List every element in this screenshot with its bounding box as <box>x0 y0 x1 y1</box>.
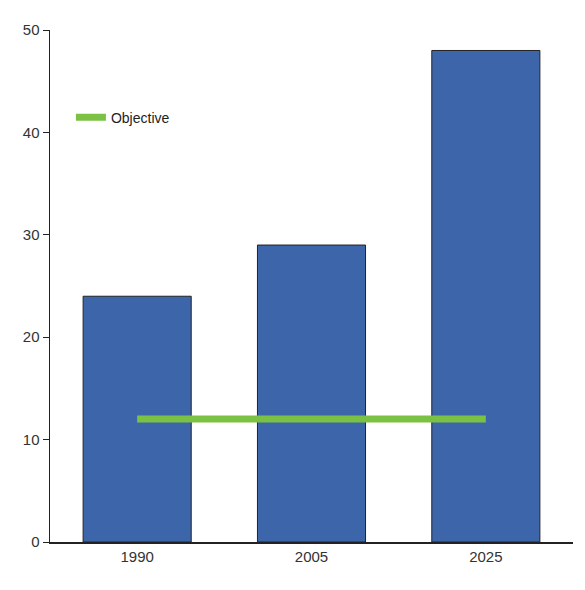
svg-text:2005: 2005 <box>295 548 328 565</box>
svg-text:40: 40 <box>23 124 40 141</box>
svg-text:0: 0 <box>31 533 39 550</box>
svg-text:50: 50 <box>23 21 40 38</box>
svg-text:2025: 2025 <box>469 548 502 565</box>
svg-text:20: 20 <box>23 328 40 345</box>
svg-text:1990: 1990 <box>120 548 153 565</box>
svg-text:Objective: Objective <box>111 110 170 126</box>
svg-text:10: 10 <box>23 431 40 448</box>
svg-text:30: 30 <box>23 226 40 243</box>
